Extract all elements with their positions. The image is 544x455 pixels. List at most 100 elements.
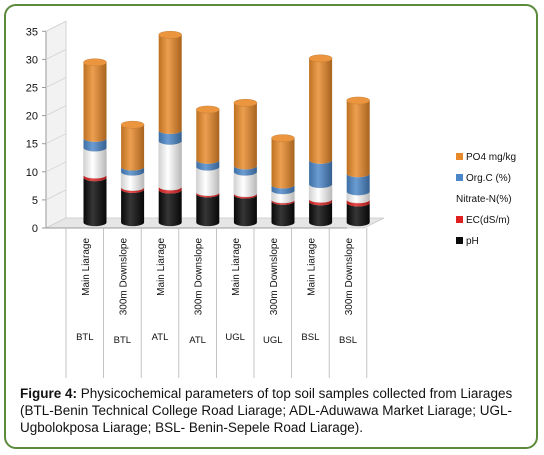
legend-swatch bbox=[456, 153, 463, 160]
bar-segment bbox=[196, 193, 220, 227]
bar-stack bbox=[346, 96, 370, 227]
bar-segment bbox=[83, 174, 107, 182]
y-tick-label: 20 bbox=[26, 111, 38, 123]
legend-swatch bbox=[456, 174, 463, 181]
bar-segment bbox=[271, 199, 295, 205]
caption-text: Physicochemical parameters of top soil s… bbox=[20, 386, 513, 435]
bar-segment bbox=[309, 198, 333, 206]
y-depth-line bbox=[45, 20, 67, 32]
x-tick-label-sample: 300m Downslope bbox=[269, 238, 280, 316]
bar-segment bbox=[271, 184, 295, 195]
bar-segment bbox=[346, 202, 370, 227]
y-tick-label: 10 bbox=[26, 167, 38, 179]
x-tick-label-sample: 300m Downslope bbox=[118, 238, 129, 316]
y-tick-label: 0 bbox=[32, 223, 38, 235]
x-tick-label-site: BSL bbox=[339, 335, 357, 346]
legend-swatch bbox=[456, 237, 463, 244]
y-tick-label: 35 bbox=[26, 26, 38, 38]
bar-segment bbox=[121, 189, 145, 227]
bar-segment bbox=[233, 194, 257, 227]
bar-top-cap bbox=[308, 54, 333, 63]
legend-entry: pH bbox=[456, 236, 479, 247]
bars bbox=[83, 30, 370, 227]
bar-segment bbox=[271, 201, 295, 227]
legend-label: Org.C (%) bbox=[466, 173, 511, 184]
bar-segment bbox=[196, 160, 220, 171]
bar-top-cap bbox=[346, 96, 370, 105]
bar-segment bbox=[233, 165, 257, 176]
x-tick-label-site: UGL bbox=[263, 335, 283, 346]
bar-segment bbox=[196, 192, 220, 198]
bar-segment bbox=[271, 138, 295, 189]
legend-label: EC(dS/m) bbox=[466, 215, 510, 226]
x-tick-label-sample: 300m Downslope bbox=[194, 238, 205, 316]
stacked-bar-chart: 0 5 10 15 20 25 30 35 Main Liarage BTL 300m Downs… bbox=[26, 20, 516, 378]
bar-stack bbox=[158, 30, 182, 227]
legend-entry: Org.C (%) bbox=[456, 173, 511, 184]
bar-segment bbox=[233, 171, 258, 198]
figure-caption: Figure 4: Physicochemical parameters of … bbox=[20, 385, 525, 436]
legend: PO4 mg/kg Org.C (%) Nitrate-N(%) EC(dS/m) pH bbox=[456, 152, 516, 247]
bar-segment bbox=[158, 189, 182, 227]
bar-segment bbox=[83, 177, 107, 227]
legend-swatch bbox=[456, 195, 463, 202]
x-tick-label-site: BSL bbox=[301, 332, 319, 343]
bar-segment bbox=[83, 138, 107, 152]
y-depth-line bbox=[45, 161, 67, 173]
bar-segment bbox=[346, 199, 370, 207]
bar-segment bbox=[83, 147, 107, 179]
x-tick-label-site: ATL bbox=[189, 335, 206, 346]
bar-segment bbox=[158, 140, 182, 191]
x-tick-label-sample: Main Liarage bbox=[231, 238, 242, 296]
bar-stack bbox=[308, 54, 333, 227]
bar-top-cap bbox=[271, 134, 295, 142]
y-tick-label: 15 bbox=[26, 139, 38, 151]
x-tick-label-sample: Main Liarage bbox=[306, 238, 317, 296]
bar-stack bbox=[120, 120, 145, 227]
legend-label: Nitrate-N(%) bbox=[456, 194, 512, 205]
bar-segment bbox=[121, 124, 145, 171]
side-wall bbox=[45, 20, 67, 229]
x-tick-label-site: UGL bbox=[225, 332, 245, 343]
y-tick-label: 5 bbox=[32, 195, 38, 207]
y-tick-label: 30 bbox=[26, 54, 38, 66]
x-tick-label-site: ATL bbox=[152, 332, 169, 343]
bar-segment bbox=[158, 186, 182, 194]
x-tick-label-sample: Main Liarage bbox=[156, 238, 167, 296]
bar-segment bbox=[309, 160, 333, 188]
bar-top-cap bbox=[120, 120, 145, 129]
y-axis: 0 5 10 15 20 25 30 35 bbox=[26, 20, 67, 235]
bar-segment bbox=[309, 201, 333, 227]
y-depth-line bbox=[45, 133, 67, 145]
y-depth-line bbox=[45, 77, 67, 88]
legend-swatch bbox=[456, 216, 463, 223]
bar-segment bbox=[233, 102, 257, 170]
x-tick-label-sample: Main Liarage bbox=[81, 238, 92, 296]
bar-segment bbox=[196, 166, 220, 196]
legend-entry: PO4 mg/kg bbox=[456, 152, 516, 163]
bar-segment bbox=[346, 173, 370, 196]
x-tick-label-sample: 300m Downslope bbox=[344, 238, 355, 316]
bar-stack bbox=[196, 105, 220, 227]
y-tick-label: 25 bbox=[26, 83, 38, 95]
y-depth-line bbox=[45, 105, 67, 116]
legend-entry: EC(dS/m) bbox=[456, 215, 510, 226]
bar-stack bbox=[83, 58, 107, 227]
bar-segment bbox=[158, 34, 182, 134]
caption-label: Figure 4: bbox=[20, 386, 78, 401]
bar-top-cap bbox=[196, 105, 220, 114]
legend-label: pH bbox=[466, 236, 479, 247]
x-tick-label-site: BTL bbox=[114, 335, 131, 346]
x-axis: Main Liarage BTL 300m Downslope BTL Main Lia… bbox=[46, 227, 368, 378]
bar-segment bbox=[158, 130, 182, 145]
bar-segment bbox=[121, 187, 145, 193]
bar-segment bbox=[196, 109, 220, 164]
x-tick-label-site: BTL bbox=[76, 332, 93, 343]
bar-segment bbox=[233, 193, 257, 199]
bar-segment bbox=[346, 100, 370, 178]
bar-stack bbox=[233, 98, 258, 227]
bar-top-cap bbox=[83, 58, 107, 67]
y-depth-line bbox=[45, 189, 67, 201]
bar-stack bbox=[271, 134, 295, 227]
legend-label: PO4 mg/kg bbox=[466, 152, 516, 163]
